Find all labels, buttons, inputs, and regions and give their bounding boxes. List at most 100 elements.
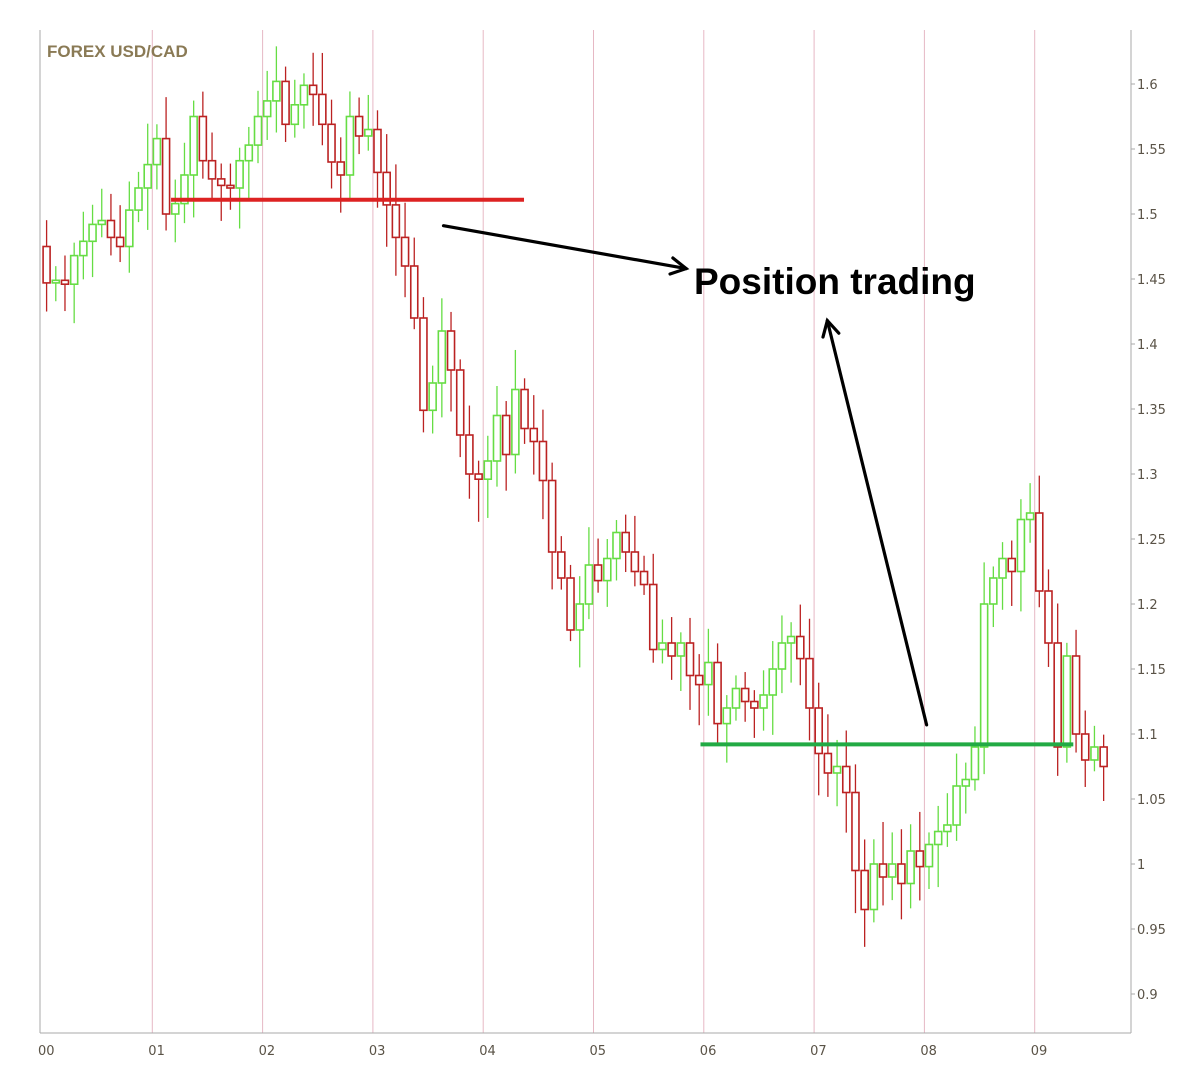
candle-body: [134, 187, 143, 211]
candle: [887, 832, 897, 901]
candle-body: [125, 209, 134, 248]
candle: [584, 527, 594, 620]
candle-body: [713, 661, 722, 725]
candle: [88, 204, 97, 278]
x-tick-label: 02: [259, 1044, 276, 1059]
candle: [777, 615, 787, 694]
candle-body: [952, 785, 961, 826]
candle: [272, 46, 281, 133]
candle-body: [216, 178, 226, 187]
candle: [648, 553, 658, 663]
candle: [851, 764, 860, 914]
candle-body: [483, 460, 493, 481]
x-tick-label: 05: [590, 1044, 607, 1059]
candle-body: [998, 557, 1007, 579]
candle-body: [759, 694, 768, 709]
candle-body: [823, 752, 833, 774]
candle: [400, 202, 410, 298]
candle: [42, 220, 51, 312]
candle: [134, 171, 143, 223]
candle: [1071, 629, 1081, 753]
candle-body: [226, 184, 235, 189]
candle: [1016, 499, 1026, 612]
candle-body: [584, 564, 594, 605]
candle-body: [207, 159, 217, 180]
candle-body: [281, 80, 290, 126]
candle: [713, 643, 722, 746]
candle: [79, 211, 88, 280]
candle: [538, 409, 548, 520]
candle: [446, 311, 456, 412]
candle: [667, 617, 676, 680]
candle: [391, 164, 401, 276]
candle-body: [667, 642, 676, 657]
candle: [989, 566, 998, 628]
x-tick-label: 08: [920, 1044, 937, 1059]
candle-body: [42, 245, 51, 284]
y-tick-label: 1.05: [1137, 793, 1166, 808]
candle: [575, 576, 585, 668]
candle: [979, 562, 989, 775]
candle: [216, 163, 226, 221]
candle-body: [437, 330, 447, 384]
candle: [740, 672, 750, 722]
candle: [290, 79, 300, 138]
candle: [244, 126, 254, 200]
candle: [1034, 475, 1044, 608]
candle: [685, 617, 695, 710]
y-tick-label: 1.2: [1137, 598, 1158, 613]
candle-body: [612, 531, 621, 560]
candle: [814, 682, 823, 796]
candle-body: [492, 414, 502, 462]
candle: [630, 515, 640, 587]
candle-body: [465, 434, 474, 475]
candle-body: [511, 388, 520, 456]
y-tick-label: 1: [1137, 858, 1145, 873]
candle: [511, 349, 520, 474]
candle: [547, 462, 557, 590]
candle-body: [235, 159, 244, 189]
candle: [308, 52, 318, 126]
arrow-layer: [441, 224, 929, 727]
candle: [897, 829, 906, 920]
candle-body: [400, 236, 410, 267]
candle: [1080, 710, 1090, 787]
candle: [198, 91, 208, 179]
candle-body: [860, 869, 869, 911]
candle: [841, 730, 851, 833]
candle-body: [272, 80, 281, 102]
candle: [455, 359, 465, 458]
candle-body: [750, 700, 759, 709]
candle-body: [1080, 733, 1090, 761]
candle: [602, 539, 612, 607]
candle-body: [768, 668, 778, 696]
candle-body: [1034, 512, 1044, 592]
candle-body: [621, 531, 630, 553]
candle-body: [906, 850, 915, 885]
candle: [1053, 603, 1062, 776]
candle-body: [152, 137, 162, 166]
candle-body: [557, 551, 566, 579]
candle-body: [538, 440, 548, 482]
candle: [373, 110, 382, 208]
candle: [354, 97, 364, 155]
candle-body: [639, 570, 649, 586]
axis-layer: 00 01 02 03 04 05 06 07 08 09 0.9 0.95 1 1.05 1.1 1.15 1…: [38, 30, 1166, 1059]
candle: [318, 52, 327, 146]
candle-body: [409, 265, 419, 319]
candle-body: [327, 123, 336, 163]
x-tick-label: 00: [38, 1044, 55, 1059]
candle-body: [446, 330, 456, 371]
candle: [161, 97, 171, 231]
x-tick-label: 03: [369, 1044, 386, 1059]
candle-body: [391, 204, 401, 239]
candle: [235, 147, 244, 229]
candle: [759, 670, 768, 731]
candle: [529, 395, 539, 475]
candle: [437, 298, 447, 418]
candle: [143, 123, 153, 230]
candle-body: [198, 115, 208, 162]
candle-body: [161, 137, 171, 215]
candle: [115, 205, 125, 263]
